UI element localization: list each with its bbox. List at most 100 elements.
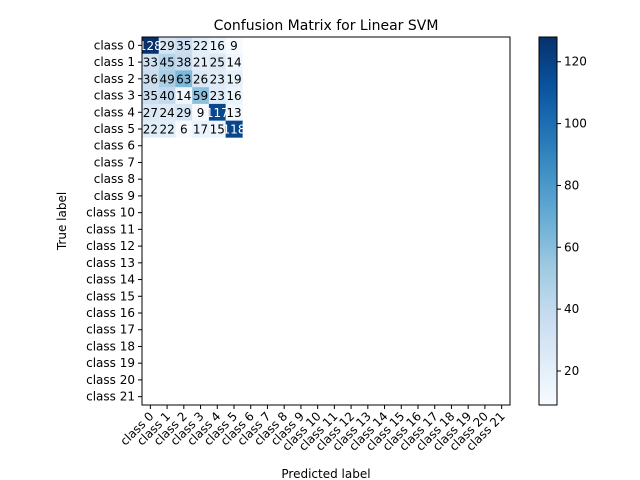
- heatmap-cell: [208, 53, 226, 71]
- cell-value-label: 35: [143, 89, 158, 103]
- cell-value-label: 26: [193, 72, 208, 86]
- heatmap-cells: [142, 37, 243, 138]
- x-axis-label: Predicted label: [281, 467, 370, 480]
- y-tick-label: class 17: [86, 323, 135, 337]
- cell-value-label: 22: [159, 123, 174, 137]
- y-tick-label: class 8: [94, 172, 135, 186]
- heatmap-cell: [175, 120, 193, 138]
- y-tick-label: class 11: [86, 222, 135, 236]
- heatmap-cell: [225, 87, 243, 105]
- colorbar-tick-label: 60: [564, 240, 579, 254]
- y-tick-label: class 3: [94, 89, 135, 103]
- colorbar-tick-label: 120: [564, 55, 587, 69]
- chart-title: Confusion Matrix for Linear SVM: [214, 18, 439, 34]
- heatmap-cell: [175, 37, 193, 55]
- cell-value-label: 33: [143, 56, 158, 70]
- cell-value-label: 45: [159, 56, 174, 70]
- cell-value-label: 13: [226, 106, 241, 120]
- heatmap-cell: [225, 53, 243, 71]
- cell-value-label: 14: [226, 56, 241, 70]
- y-tick-label: class 18: [86, 339, 135, 353]
- cell-value-label: 118: [223, 123, 246, 137]
- cell-value-label: 59: [193, 89, 208, 103]
- cell-value-label: 49: [159, 72, 174, 86]
- heatmap-cell: [208, 70, 226, 88]
- y-tick-label: class 20: [86, 373, 135, 387]
- y-tick-label: class 19: [86, 356, 135, 370]
- y-tick-label: class 4: [94, 105, 135, 119]
- y-tick-label: class 10: [86, 206, 135, 220]
- y-tick-label: class 16: [86, 306, 135, 320]
- heatmap-cell: [175, 53, 193, 71]
- y-axis: class 0 class 1 class 2 class 3 class 4 class…: [86, 38, 142, 404]
- colorbar-ticks: 20 40 60 80 100 120: [557, 55, 587, 378]
- heatmap-cell: [142, 37, 160, 55]
- colorbar-tick-label: 40: [564, 302, 579, 316]
- heatmap-cell: [208, 103, 226, 121]
- heatmap-cell: [192, 120, 210, 138]
- y-tick-label: class 7: [94, 155, 135, 169]
- y-tick-label: class 15: [86, 289, 135, 303]
- cell-value-label: 17: [193, 123, 208, 137]
- heatmap-cell: [192, 53, 210, 71]
- cell-value-label: 23: [210, 89, 225, 103]
- heatmap-cell: [158, 87, 176, 105]
- heatmap-cell: [175, 70, 193, 88]
- heatmap-cell: [225, 103, 243, 121]
- heatmap-cell: [208, 120, 226, 138]
- heatmap-cell: [192, 70, 210, 88]
- heatmap-cell: [225, 70, 243, 88]
- colorbar: [538, 36, 558, 406]
- heatmap-cell: [142, 103, 160, 121]
- cell-value-label: 15: [210, 123, 225, 137]
- cell-value-label: 22: [143, 123, 158, 137]
- heatmap-cell: [158, 103, 176, 121]
- heatmap-cell: [158, 70, 176, 88]
- y-tick-label: class 12: [86, 239, 135, 253]
- y-tick-label: class 2: [94, 72, 135, 86]
- plot-frame: [141, 36, 511, 406]
- cell-value-label: 117: [206, 106, 229, 120]
- heatmap-cell: [175, 87, 193, 105]
- heatmap-cell: [158, 120, 176, 138]
- heatmap-cell: [192, 87, 210, 105]
- cell-value-label: 16: [210, 39, 225, 53]
- cell-value-label: 24: [159, 106, 174, 120]
- cell-value-label: 63: [176, 72, 191, 86]
- cell-value-label: 27: [143, 106, 158, 120]
- y-tick-label: class 13: [86, 256, 135, 270]
- cell-value-label: 6: [180, 123, 188, 137]
- heatmap-cell: [175, 103, 193, 121]
- cell-value-label: 9: [230, 39, 238, 53]
- cell-value-label: 29: [159, 39, 174, 53]
- colorbar-tick-label: 100: [564, 117, 587, 131]
- heatmap-cell: [158, 53, 176, 71]
- cell-value-label: 36: [143, 72, 158, 86]
- heatmap-cell: [192, 103, 210, 121]
- heatmap-cell: [142, 70, 160, 88]
- y-tick-label: class 14: [86, 273, 135, 287]
- cell-value-label: 21: [193, 56, 208, 70]
- cell-value-label: 25: [210, 56, 225, 70]
- y-tick-label: class 21: [86, 390, 135, 404]
- y-tick-label: class 9: [94, 189, 135, 203]
- y-tick-label: class 5: [94, 122, 135, 136]
- colorbar-tick-label: 80: [564, 178, 579, 192]
- cell-value-label: 22: [193, 39, 208, 53]
- heatmap-cell: [158, 37, 176, 55]
- cell-value-label: 14: [176, 89, 191, 103]
- y-axis-label: True label: [55, 192, 69, 251]
- colorbar-tick-label: 20: [564, 364, 579, 378]
- cell-value-label: 9: [197, 106, 205, 120]
- cell-value-label: 35: [176, 39, 191, 53]
- y-tick-label: class 6: [94, 139, 135, 153]
- cell-value-label: 40: [159, 89, 174, 103]
- cell-value-label: 16: [226, 89, 241, 103]
- heatmap-cell: [142, 53, 160, 71]
- heatmap-cell: [208, 37, 226, 55]
- cell-value-label: 23: [210, 72, 225, 86]
- y-tick-label: class 1: [94, 55, 135, 69]
- cell-value-label: 38: [176, 56, 191, 70]
